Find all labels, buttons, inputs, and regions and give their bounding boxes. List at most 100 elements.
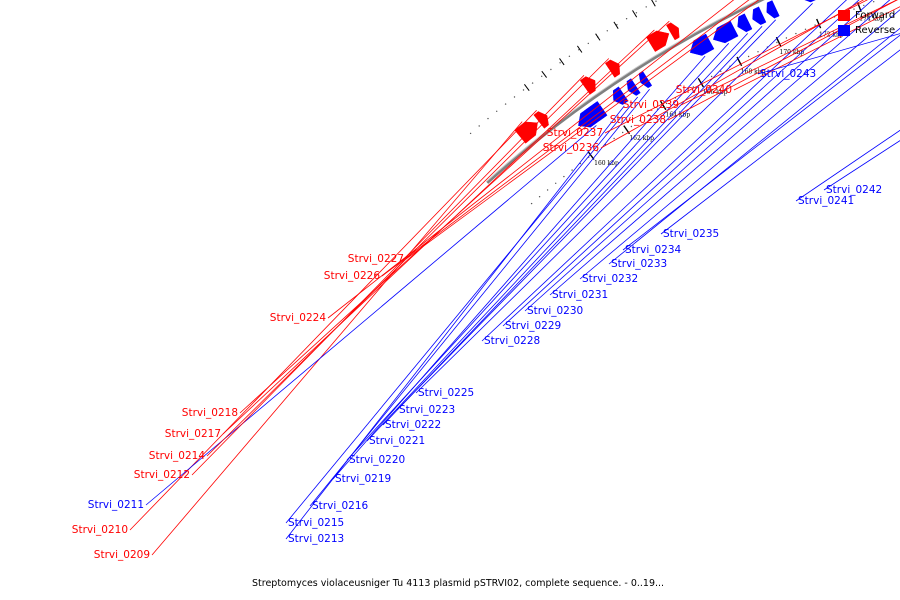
- inner-dot: [804, 28, 807, 30]
- inner-dot: [538, 196, 541, 198]
- inner-dot: [853, 8, 855, 10]
- gene-label: Strvi_0230: [527, 305, 583, 317]
- gene-label: Strvi_0235: [663, 228, 719, 240]
- outer-dot: [478, 125, 480, 127]
- scale-tick: [816, 18, 822, 29]
- gene-label: Strvi_0213: [288, 533, 344, 545]
- gene-label: Strvi_0233: [611, 258, 667, 270]
- inner-dot: [747, 55, 750, 58]
- gene-leader-line: [622, 34, 900, 251]
- outer-tick: [651, 0, 656, 7]
- inner-dot: [555, 182, 557, 184]
- gene-label: Strvi_0212: [134, 469, 190, 481]
- gene-label: Strvi_0221: [369, 435, 425, 447]
- inner-dot: [665, 102, 668, 105]
- gene-leader-line: [608, 27, 900, 265]
- inner-dot: [776, 41, 778, 44]
- outer-tick: [576, 45, 583, 53]
- gene-label: Strvi_0229: [505, 320, 561, 332]
- scale-tick-label: 174 kbp: [859, 16, 884, 23]
- outer-dot: [655, 0, 657, 2]
- gene-arrow: [689, 33, 715, 56]
- gene-leader-line: [405, 0, 760, 260]
- outer-tick: [524, 84, 530, 91]
- gene-leader-line: [524, 0, 873, 312]
- scale-tick-label: 172 kbp: [819, 32, 844, 39]
- scale-tick-label: 160 kbp: [594, 160, 619, 167]
- gene-leader-line: [733, 6, 900, 91]
- label-layer: Strvi_0209 Strvi_0210 Strvi_0211 Strvi_0212…: [72, 0, 900, 561]
- outer-dot: [578, 49, 580, 51]
- gene-label: Strvi_0211: [88, 499, 144, 511]
- outer-dot: [522, 89, 525, 91]
- gene-label: Strvi_0237: [547, 127, 603, 139]
- gene-label: Strvi_0216: [312, 500, 369, 512]
- inner-dot: [530, 202, 533, 205]
- outer-tick: [613, 21, 619, 29]
- inner-dot: [596, 150, 598, 152]
- outer-dot: [635, 12, 638, 14]
- inner-dot: [814, 24, 816, 26]
- inner-dot: [757, 51, 759, 53]
- gene-label: Strvi_0210: [72, 524, 128, 536]
- gene-label: Strvi_0225: [418, 387, 474, 399]
- gene-label: Strvi_0223: [399, 404, 455, 416]
- legend-reverse-label: Reverse: [855, 25, 896, 36]
- legend-forward: Forward: [838, 8, 895, 23]
- gene-leader-line: [795, 129, 900, 202]
- gene-leader-line: [549, 0, 891, 296]
- scale-tick-label: 168 kbp: [741, 68, 766, 75]
- scale-tick-label: 170 kbp: [780, 49, 805, 56]
- outer-dot: [531, 82, 534, 84]
- backbone-highlight: [485, 0, 760, 183]
- gene-label: Strvi_0243: [760, 68, 816, 80]
- gene-arrow: [712, 20, 739, 44]
- gene-leader-line: [680, 0, 898, 106]
- gene-leader-line: [309, 89, 650, 507]
- gene-leader-line: [579, 9, 900, 280]
- outer-tick: [632, 10, 638, 18]
- legend-reverse: Reverse: [838, 23, 895, 38]
- gene-leader-line: [757, 33, 900, 75]
- inner-dot: [622, 131, 624, 134]
- gene-label: Strvi_0217: [165, 428, 221, 440]
- inner-dot: [630, 125, 633, 128]
- gene-leader-line: [415, 3, 813, 394]
- outer-tick: [559, 58, 565, 66]
- gene-leader-line: [327, 0, 735, 319]
- scale-tick-label: 166 kbp: [703, 89, 728, 96]
- legend-forward-label: Forward: [855, 10, 896, 21]
- outer-dot: [568, 55, 571, 57]
- gene-label: Strvi_0215: [288, 517, 344, 529]
- gene-label: Strvi_0227: [348, 253, 404, 265]
- gene-layer: [514, 0, 816, 144]
- inner-dot: [613, 137, 615, 140]
- inner-dot: [546, 189, 549, 191]
- gene-label: Strvi_0220: [349, 454, 405, 466]
- outer-dot: [606, 30, 608, 32]
- inner-dot: [873, 1, 875, 3]
- gene-arrow: [578, 101, 608, 128]
- gene-leader-line: [191, 75, 585, 476]
- gene-label: Strvi_0239: [623, 99, 679, 111]
- gene-arrow: [645, 30, 670, 52]
- inner-dot: [795, 32, 797, 35]
- gene-leader-line: [381, 0, 750, 277]
- gene-leader-line: [151, 121, 523, 556]
- gene-label: Strvi_0224: [270, 312, 327, 324]
- outer-dot: [541, 75, 543, 78]
- gene-leader-line: [823, 140, 900, 191]
- gene-label: Strvi_0222: [385, 419, 441, 431]
- gene-leader-line: [129, 110, 537, 531]
- outer-dot: [645, 6, 647, 8]
- gene-leader-line: [332, 55, 706, 480]
- outer-dot: [513, 96, 516, 98]
- gene-leader-line: [481, 0, 847, 342]
- legend: Forward Reverse: [838, 8, 895, 38]
- gene-label: Strvi_0231: [552, 289, 608, 301]
- gene-label: Strvi_0236: [543, 142, 600, 154]
- inner-dot: [579, 162, 582, 165]
- outer-dot: [504, 103, 507, 105]
- inner-dot: [863, 4, 865, 7]
